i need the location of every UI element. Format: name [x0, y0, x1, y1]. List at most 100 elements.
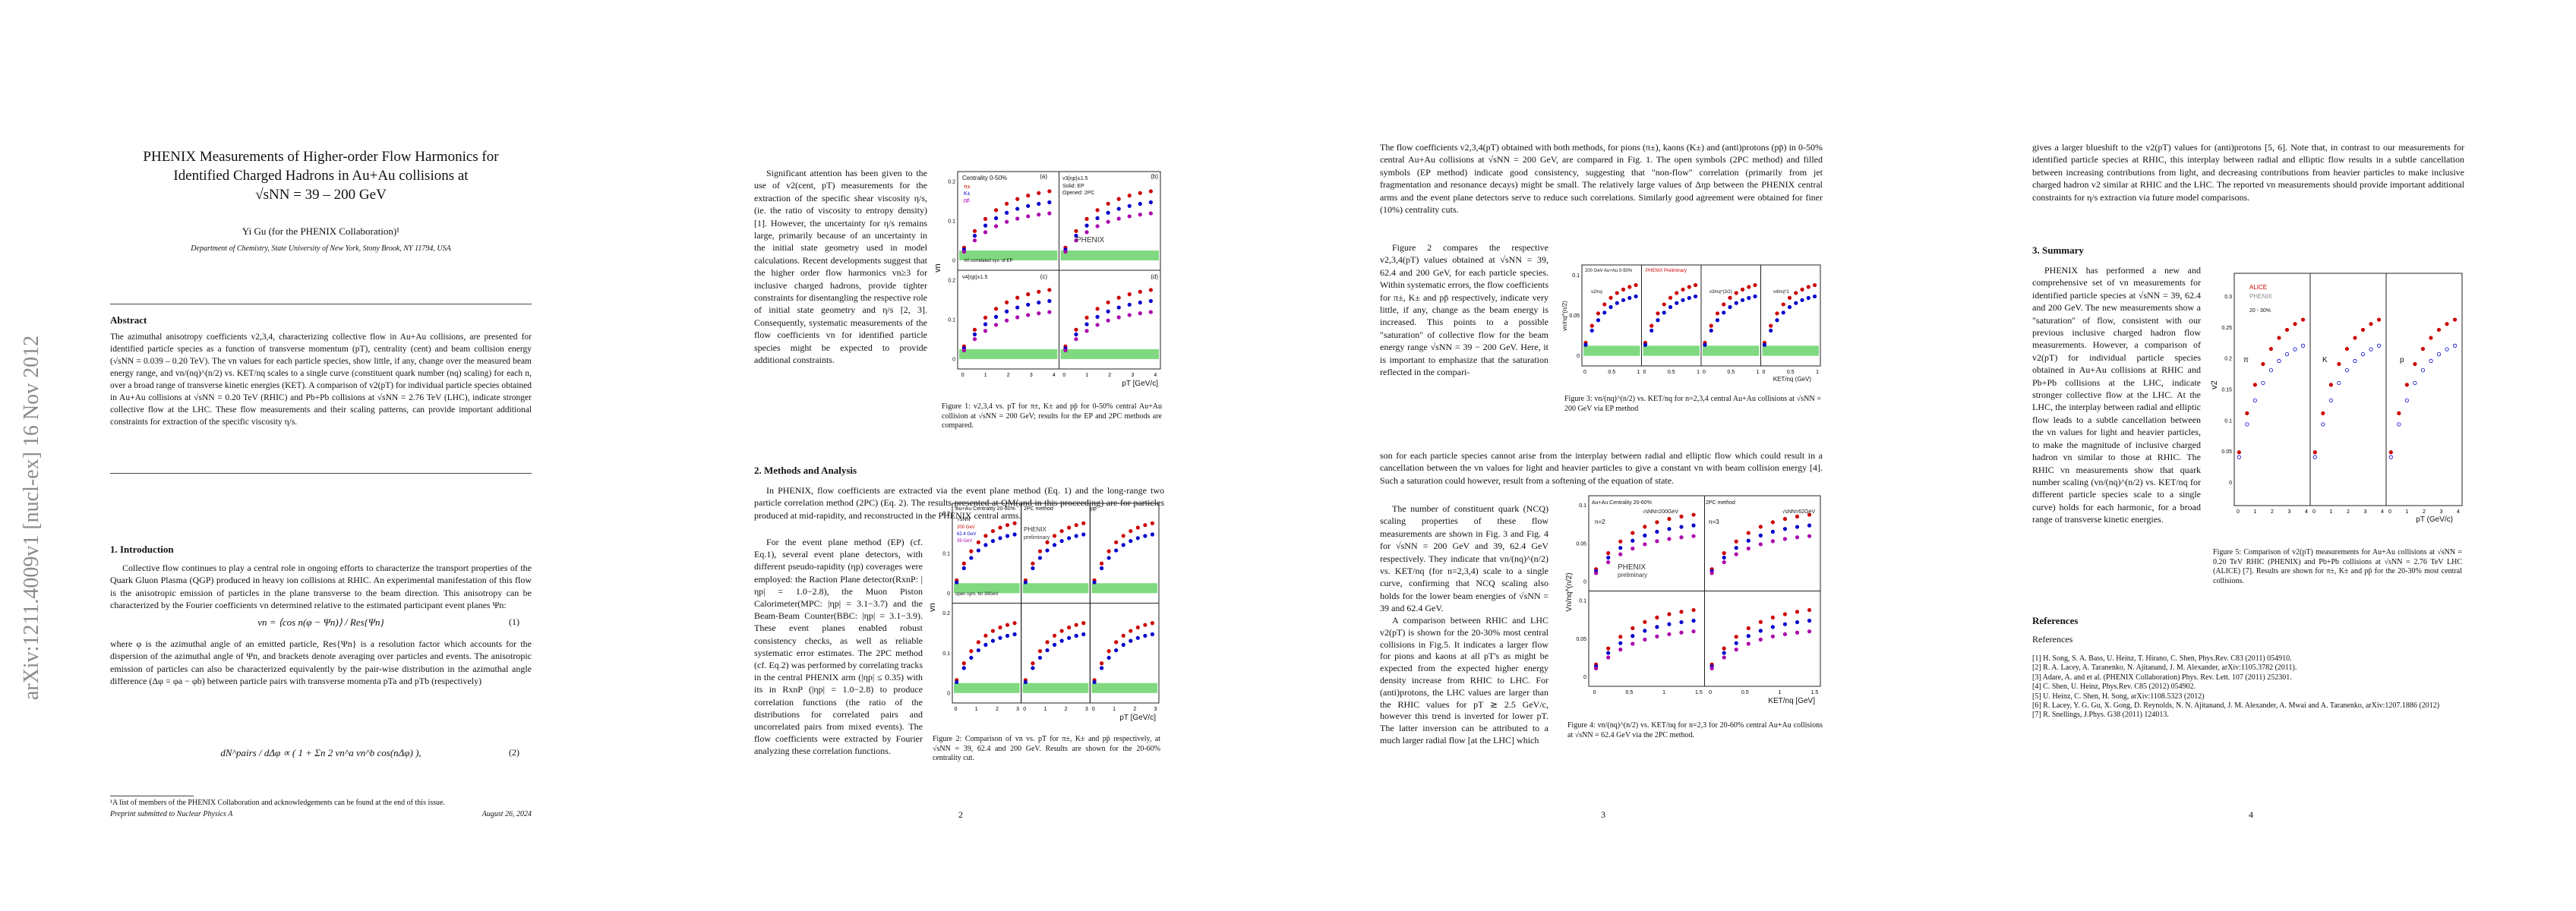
y-tick-label: 0 — [947, 591, 950, 597]
plot-marker — [1618, 635, 1623, 639]
x-tick-label: 0.5 — [1741, 690, 1749, 695]
plot-marker — [1631, 546, 1635, 551]
plot-marker — [2353, 336, 2357, 340]
plot-marker — [972, 337, 977, 342]
plot-marker — [1775, 311, 1779, 316]
plot-marker — [1148, 211, 1153, 216]
plot-marker — [1095, 323, 1100, 327]
plot-marker — [1045, 548, 1050, 553]
plot-marker — [2369, 347, 2373, 351]
plot-marker — [1116, 206, 1121, 211]
abstract: The azimuthal anisotropy coefficients v2… — [110, 333, 532, 427]
plot-marker — [1693, 282, 1698, 288]
x-tick-label: 0 — [1062, 373, 1065, 378]
reference: [6] R. Lacey, Y. G. Gu, X. Gong, D. Reyn… — [2032, 701, 2440, 711]
plot-marker — [1047, 288, 1052, 292]
x-tick-label: 1.5 — [1695, 690, 1703, 695]
plot-marker — [2321, 422, 2325, 427]
plot-marker — [983, 534, 988, 538]
plot-marker — [1606, 551, 1611, 556]
plot-marker — [1782, 527, 1788, 531]
plot-marker — [1734, 552, 1738, 556]
plot-marker — [1106, 556, 1111, 560]
figure-label: PHENIX — [1618, 563, 1646, 572]
figure-label: pT (GeV/c) — [2416, 515, 2453, 524]
plot-marker — [1615, 301, 1619, 305]
y-tick-label: 0 — [1583, 579, 1586, 585]
plot-marker — [1740, 287, 1745, 292]
x-tick-label: 1 — [1043, 707, 1046, 712]
references-heading: References — [2032, 615, 2079, 626]
plot-marker — [983, 230, 988, 235]
plot-marker — [1596, 311, 1601, 316]
plot-marker — [1800, 287, 1804, 292]
plot-marker — [2337, 361, 2341, 367]
x-tick-label: 1 — [1085, 373, 1088, 378]
plot-marker — [1643, 533, 1647, 537]
plot-marker — [1081, 621, 1086, 626]
plot-marker — [1787, 295, 1792, 300]
plot-marker — [1015, 305, 1020, 310]
y-tick-label: 0.1 — [2224, 418, 2232, 424]
plot-marker — [1782, 612, 1788, 616]
abstract-heading: Abstract — [110, 314, 147, 326]
figure-label: K — [2322, 356, 2328, 364]
plot-marker — [1734, 301, 1738, 305]
plot-marker — [2328, 383, 2333, 387]
page-number: 4 — [2249, 809, 2253, 820]
plot-marker — [1084, 315, 1089, 320]
figure-label: 2PC method — [1706, 500, 1735, 506]
plot-marker — [1138, 300, 1142, 305]
plot-marker — [2337, 380, 2341, 386]
plot-marker — [1037, 655, 1043, 660]
reference: [5] U. Heinz, C. Shen, H. Song, arXiv:11… — [2032, 692, 2205, 701]
plot-marker — [1067, 635, 1072, 640]
plot-marker — [1129, 528, 1133, 534]
panel-frame — [2309, 273, 2387, 506]
plot-marker — [1063, 348, 1068, 353]
plot-marker — [1074, 633, 1078, 638]
plot-marker — [990, 629, 996, 633]
x-tick-label: 4 — [2457, 509, 2460, 515]
plot-marker — [1618, 648, 1623, 652]
plot-marker — [990, 539, 996, 544]
plot-marker — [1668, 304, 1673, 310]
paragraph: In PHENIX, flow coefficients are extract… — [754, 485, 1164, 521]
plot-marker — [1127, 194, 1132, 198]
plot-marker — [1606, 555, 1611, 560]
y-tick-label: 0.2 — [948, 180, 955, 185]
plot-marker — [1691, 534, 1696, 538]
panel-frame — [1059, 270, 1161, 370]
plot-marker — [1143, 633, 1148, 638]
figure-label: √sNN=200GeV — [1643, 509, 1679, 515]
page-number: 3 — [1601, 809, 1605, 820]
x-tick-label: 3 — [2364, 509, 2367, 515]
plot-marker — [1148, 189, 1153, 194]
x-tick-label: 3 — [1154, 707, 1157, 712]
plot-marker — [1795, 514, 1800, 519]
plot-marker — [976, 540, 980, 544]
figure: 00.10.200.10.20 1 2 3 0 1 2 3 0 1 2 3Au+Au Centrali… — [928, 503, 1160, 722]
systematic-band — [954, 682, 1020, 693]
plot-marker — [2268, 346, 2274, 351]
plot-marker — [1709, 323, 1713, 328]
plot-marker — [1655, 625, 1659, 629]
plot-marker — [2300, 343, 2306, 348]
plot-marker — [1005, 219, 1009, 224]
plot-marker — [1758, 637, 1763, 642]
figure-label: pT [GeV/c] — [1122, 380, 1158, 388]
plot-marker — [1722, 655, 1726, 660]
plot-marker — [1631, 538, 1635, 543]
plot-marker — [1746, 634, 1750, 638]
paragraph: For the event plane method (EP) (cf. Eq.… — [754, 537, 923, 757]
plot-marker — [2353, 358, 2357, 364]
systematic-band — [1060, 349, 1159, 359]
plot-marker — [1026, 292, 1031, 297]
figure-label: vn — [933, 263, 942, 273]
plot-marker — [1728, 304, 1732, 310]
plot-marker — [1608, 295, 1613, 300]
plot-marker — [1643, 342, 1648, 347]
plot-marker — [1026, 302, 1031, 307]
plot-marker — [1618, 546, 1623, 550]
plot-marker — [976, 640, 980, 645]
